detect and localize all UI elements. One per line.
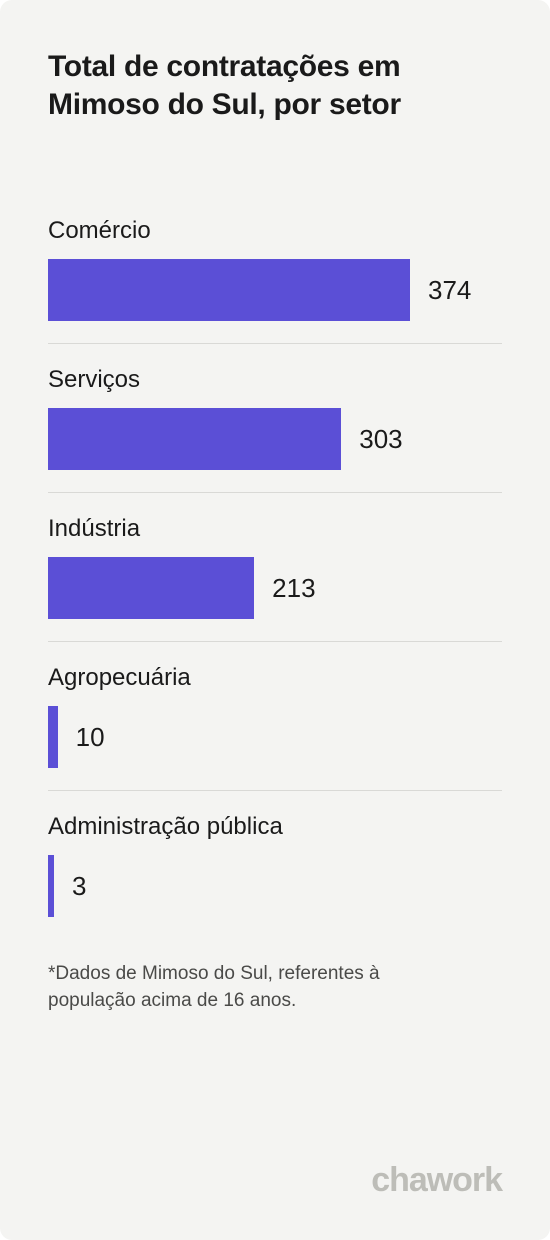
bar-label: Indústria [48, 515, 502, 543]
bar-label: Agropecuária [48, 664, 502, 692]
bar-row: Serviços 303 [48, 343, 502, 492]
bar-label: Comércio [48, 217, 502, 245]
bar-label: Administração pública [48, 813, 502, 841]
bar-rect [48, 706, 58, 768]
bar-value: 303 [359, 424, 402, 455]
bar-line: 213 [48, 557, 502, 619]
bar-value: 213 [272, 573, 315, 604]
bar-line: 10 [48, 706, 502, 768]
bar-line: 303 [48, 408, 502, 470]
bar-rect [48, 259, 410, 321]
bar-line: 374 [48, 259, 502, 321]
bar-row: Administração pública 3 [48, 790, 502, 939]
bar-value: 10 [76, 722, 105, 753]
bar-value: 374 [428, 275, 471, 306]
bar-rect [48, 855, 54, 917]
bar-rect [48, 557, 254, 619]
bar-row: Indústria 213 [48, 492, 502, 641]
bar-rect [48, 408, 341, 470]
bar-row: Agropecuária 10 [48, 641, 502, 790]
bar-row: Comércio 374 [48, 195, 502, 343]
bar-chart: Comércio 374 Serviços 303 Indústria 213 Agrope… [48, 195, 502, 939]
chart-card: Total de contratações em Mimoso do Sul, … [0, 0, 550, 1240]
chart-footnote: *Dados de Mimoso do Sul, referentes à po… [48, 961, 428, 1014]
chart-title: Total de contratações em Mimoso do Sul, … [48, 48, 502, 123]
brand-logo: chawork [371, 1161, 502, 1200]
bar-label: Serviços [48, 366, 502, 394]
bar-line: 3 [48, 855, 502, 917]
bar-value: 3 [72, 871, 86, 902]
